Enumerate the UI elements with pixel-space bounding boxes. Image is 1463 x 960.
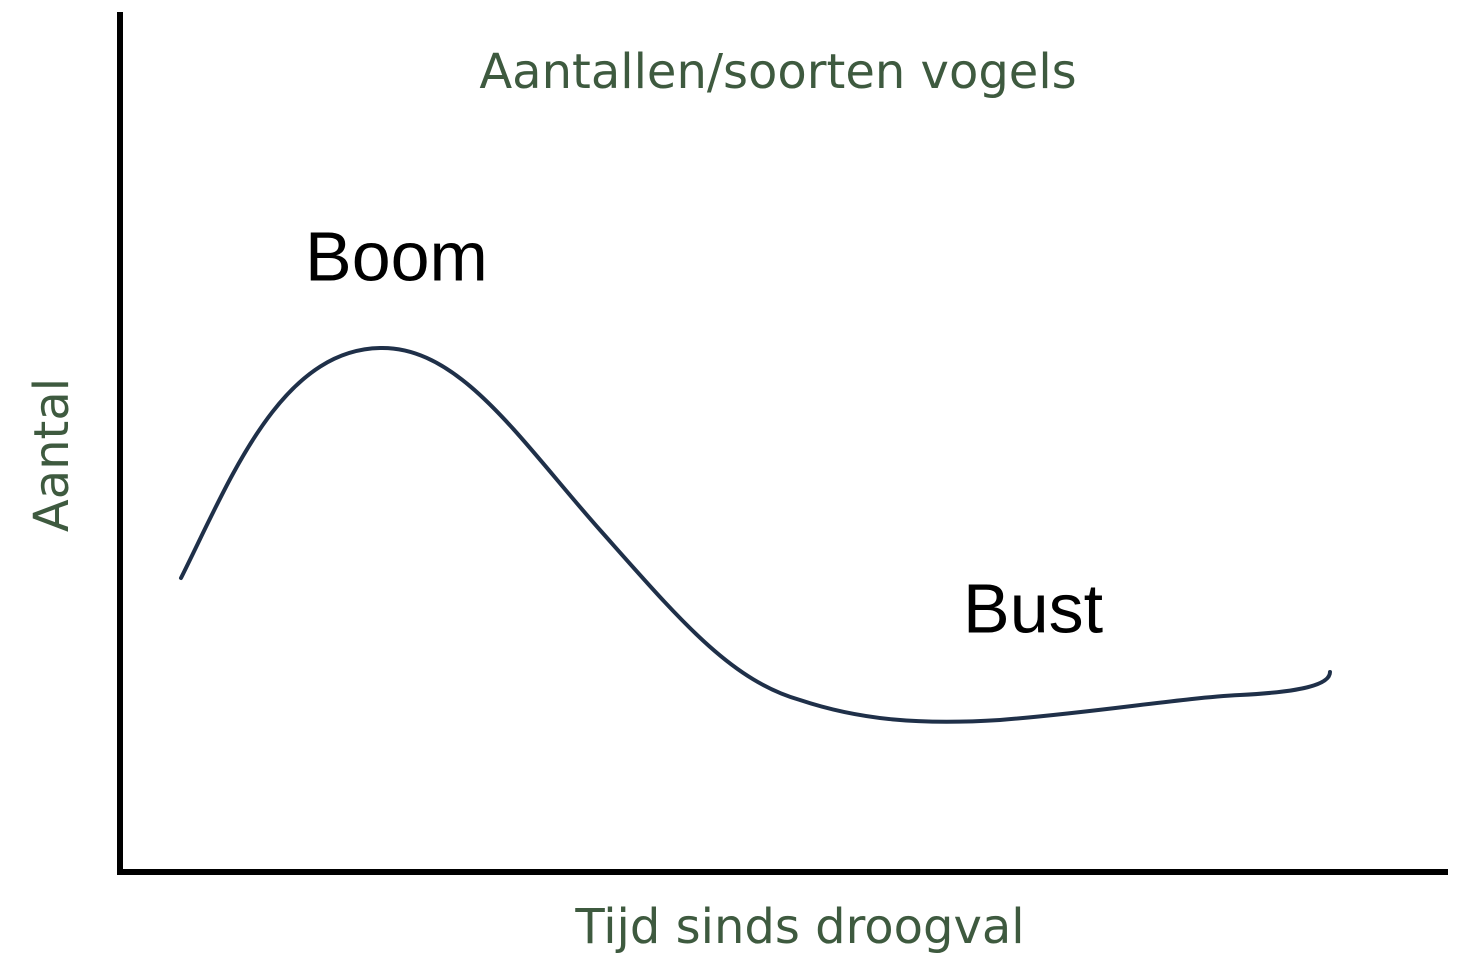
annotation: Bust [963,569,1103,647]
curve [179,345,1332,724]
x-axis-label: Tijd sinds droogval [574,899,1024,955]
y-axis-label: Aantal [24,378,80,532]
title: Aantallen/soorten vogels [479,44,1076,100]
annotation: Boom [305,217,488,295]
